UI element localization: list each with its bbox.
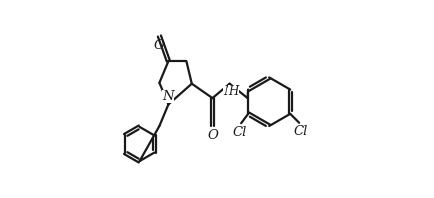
- Text: N: N: [163, 90, 174, 103]
- Text: O: O: [154, 39, 165, 52]
- Text: H: H: [228, 85, 239, 98]
- Text: Cl: Cl: [294, 126, 308, 138]
- Text: O: O: [207, 129, 218, 142]
- Text: N: N: [223, 85, 234, 98]
- Text: Cl: Cl: [232, 126, 247, 139]
